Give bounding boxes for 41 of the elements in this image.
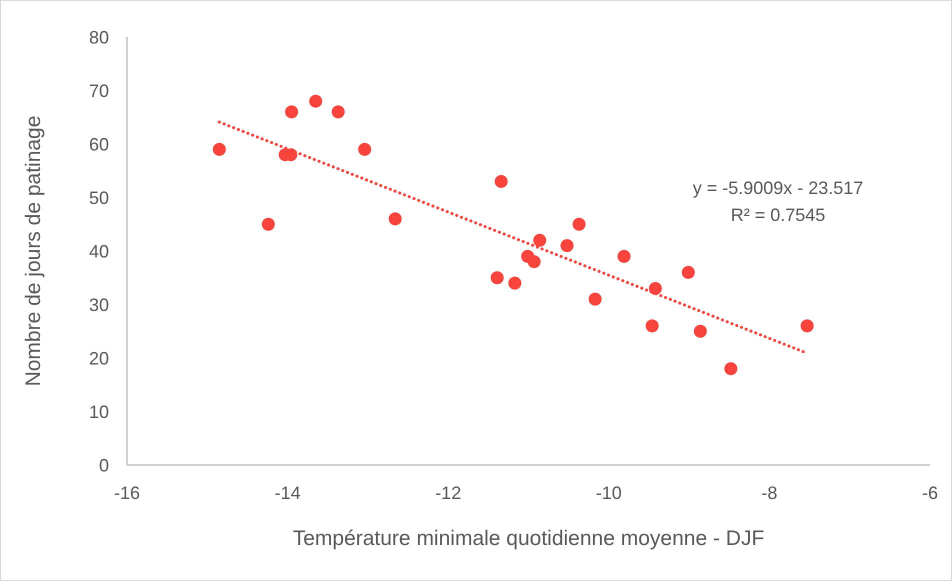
y-tick-label: 30 <box>88 294 109 315</box>
y-axis-title: Nombre de jours de patinage <box>22 116 45 386</box>
point <box>646 319 659 332</box>
point <box>560 239 574 252</box>
point <box>212 142 226 156</box>
point <box>528 255 541 268</box>
x-tick-label: -8 <box>761 483 778 503</box>
y-tick-label: 60 <box>88 134 109 154</box>
point <box>388 212 402 226</box>
y-tick-label: 80 <box>88 27 109 48</box>
point <box>694 324 707 338</box>
x-axis-title: Température minimale quotidienne moyenne - DJF <box>292 527 764 550</box>
x-tick-label: -12 <box>435 483 462 503</box>
point <box>724 362 738 376</box>
point <box>262 218 275 231</box>
point <box>494 174 508 188</box>
point <box>682 266 695 279</box>
y-tick-label: 40 <box>88 241 109 262</box>
point <box>800 319 814 332</box>
point <box>358 142 372 156</box>
x-tick-label: -16 <box>114 483 140 503</box>
y-tick-label: 70 <box>88 80 109 101</box>
point <box>309 94 322 108</box>
annotation: y = -5.9009x - 23.517 <box>692 178 864 198</box>
point <box>648 282 662 295</box>
y-tick-label: 50 <box>88 188 109 208</box>
x-tick-label: -10 <box>596 483 622 503</box>
point <box>508 276 522 290</box>
point <box>490 271 504 284</box>
point <box>533 234 546 247</box>
x-tick-label: -14 <box>274 483 301 503</box>
point <box>618 250 631 263</box>
point <box>285 105 298 118</box>
y-tick-label: 10 <box>88 402 109 422</box>
point <box>572 218 586 231</box>
y-tick-label: 20 <box>88 348 109 368</box>
y-tick-label: 0 <box>98 455 109 476</box>
annotation: R² = 0.7545 <box>730 205 826 225</box>
x-tick-label: -6 <box>922 483 938 503</box>
point <box>332 105 345 118</box>
point <box>588 292 602 306</box>
